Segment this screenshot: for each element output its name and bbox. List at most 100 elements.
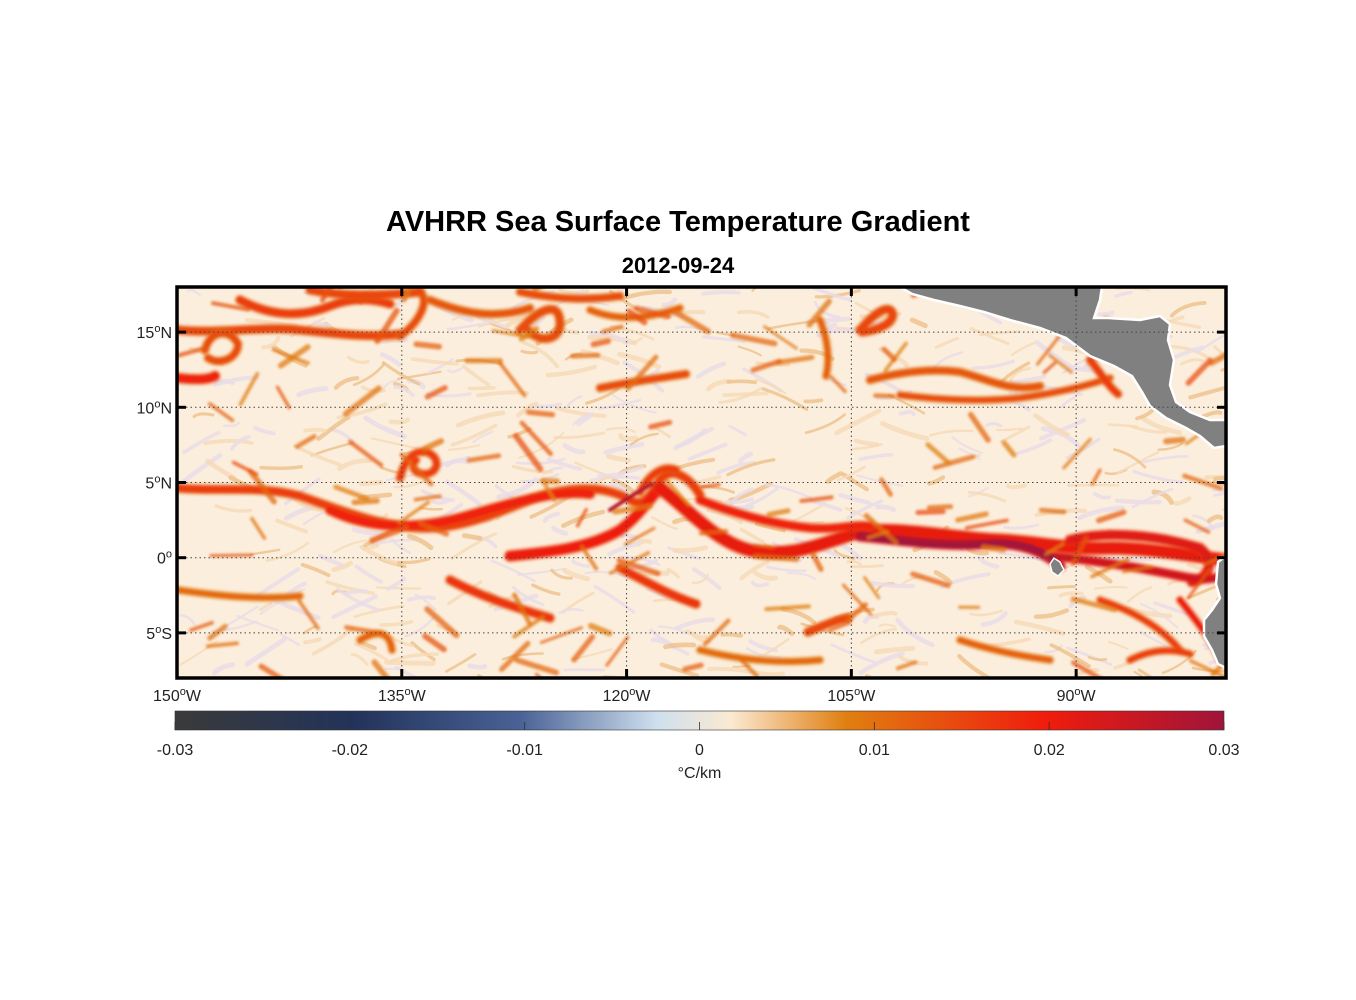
texture-stroke (396, 370, 442, 381)
x-tick-label: 135oW (378, 686, 427, 705)
fine-front (883, 341, 908, 373)
texture-stroke (419, 506, 443, 511)
texture-stroke (258, 601, 273, 612)
texture-stroke (303, 427, 327, 433)
texture-stroke (585, 387, 620, 405)
texture-stroke (410, 357, 460, 366)
texture-stroke (720, 632, 743, 638)
texture-stroke (1180, 358, 1204, 366)
texture-stroke (450, 423, 498, 447)
fine-front (932, 454, 976, 470)
fine-front (238, 371, 260, 407)
front-line (177, 372, 219, 384)
texture-stroke (691, 573, 709, 584)
texture-stroke (1130, 424, 1168, 434)
texture-stroke (571, 559, 590, 569)
texture-stroke (830, 643, 876, 664)
texture-stroke (1087, 656, 1108, 662)
texture-stroke (838, 492, 872, 506)
texture-stroke (1173, 496, 1192, 506)
texture-stroke (663, 642, 697, 650)
texture-stroke (450, 532, 497, 560)
texture-stroke (927, 475, 946, 486)
fine-front (374, 307, 400, 345)
texture-stroke (296, 386, 329, 398)
texture-stroke (849, 564, 884, 569)
front-line (697, 647, 823, 665)
fine-front (698, 529, 729, 536)
texture-stroke (555, 406, 607, 418)
texture-stroke (376, 586, 422, 590)
front-line (505, 483, 665, 561)
fine-front (925, 442, 951, 466)
fine-front (294, 434, 317, 449)
front-line (1097, 597, 1183, 653)
fine-front (348, 439, 384, 468)
texture-stroke (813, 300, 841, 319)
texture-stroke (617, 351, 662, 370)
texture-stroke (565, 395, 583, 409)
texture-stroke (765, 565, 807, 573)
texture-stroke (701, 335, 746, 344)
fine-front (209, 553, 254, 558)
fine-front (625, 354, 659, 391)
fine-front (879, 477, 893, 497)
fine-front (205, 641, 239, 649)
map-title: AVHRR Sea Surface Temperature Gradient (386, 206, 970, 238)
texture-stroke (331, 560, 354, 573)
fine-front (1090, 468, 1102, 486)
texture-stroke (390, 537, 412, 555)
texture-stroke (695, 361, 727, 380)
texture-stroke (1137, 668, 1156, 678)
texture-stroke (707, 666, 756, 675)
texture-stroke (558, 608, 584, 615)
fine-front (910, 571, 951, 588)
texture-stroke (414, 593, 437, 611)
texture-stroke (212, 662, 236, 676)
front-line (817, 317, 831, 379)
texture-stroke (1206, 514, 1224, 523)
texture-stroke (737, 345, 762, 357)
fine-front (518, 326, 540, 342)
texture-stroke (381, 361, 421, 386)
texture-stroke (344, 589, 369, 596)
texture-stroke (607, 541, 642, 557)
texture-stroke (265, 541, 310, 562)
fine-front (735, 654, 760, 678)
y-tick-label: 15oN (137, 323, 172, 342)
front-core (867, 535, 1058, 563)
front-line (957, 637, 1053, 663)
texture-stroke (230, 435, 251, 451)
texture-stroke (1113, 448, 1147, 469)
texture-stroke (895, 617, 935, 648)
fine-front (670, 308, 711, 335)
fine-front (247, 468, 277, 505)
front-line (202, 330, 242, 365)
texture-stroke (1006, 483, 1027, 490)
fine-front (873, 393, 896, 399)
texture-stroke (598, 398, 642, 411)
texture-stroke (487, 317, 507, 329)
front-line (326, 489, 594, 530)
texture-stroke (967, 491, 1007, 503)
y-tick-label: 10oN (137, 398, 172, 417)
fine-front (915, 509, 946, 515)
fine-front (413, 494, 442, 502)
texture-stroke (808, 498, 843, 512)
fine-front (590, 338, 611, 348)
texture-stroke (1153, 601, 1189, 616)
fine-front (605, 635, 630, 667)
fine-front (579, 544, 599, 571)
fine-front (424, 385, 448, 400)
texture-stroke (691, 567, 722, 590)
texture-stroke (860, 627, 897, 645)
texture-stroke (825, 471, 844, 484)
texture-stroke (410, 641, 436, 662)
fine-front (401, 287, 414, 303)
texture-stroke (653, 426, 671, 439)
texture-stroke (467, 663, 488, 670)
texture-stroke (182, 430, 221, 455)
texture-stroke (701, 290, 741, 296)
texture-stroke (718, 387, 762, 404)
